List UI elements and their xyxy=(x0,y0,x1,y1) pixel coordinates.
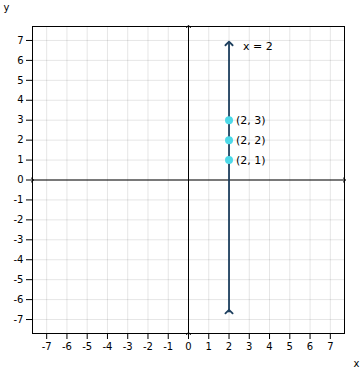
svg-text:-7: -7 xyxy=(14,314,24,325)
svg-text:1: 1 xyxy=(17,154,23,165)
svg-text:-2: -2 xyxy=(143,341,153,352)
svg-text:7: 7 xyxy=(17,35,23,46)
svg-text:-4: -4 xyxy=(102,341,112,352)
svg-text:-1: -1 xyxy=(14,194,24,205)
svg-text:1: 1 xyxy=(206,341,212,352)
svg-text:5: 5 xyxy=(17,75,23,86)
svg-text:6: 6 xyxy=(17,55,23,66)
svg-text:7: 7 xyxy=(327,341,333,352)
svg-text:x: x xyxy=(354,358,360,369)
svg-text:x = 2: x = 2 xyxy=(243,40,273,53)
svg-text:0: 0 xyxy=(185,341,191,352)
svg-text:(2, 3): (2, 3) xyxy=(236,114,266,127)
svg-text:4: 4 xyxy=(17,94,23,105)
svg-text:-3: -3 xyxy=(123,341,133,352)
svg-text:4: 4 xyxy=(266,341,272,352)
svg-text:-2: -2 xyxy=(14,214,24,225)
svg-text:(2, 2): (2, 2) xyxy=(236,134,266,147)
svg-text:-6: -6 xyxy=(14,294,24,305)
svg-text:-4: -4 xyxy=(14,254,24,265)
svg-text:(2, 1): (2, 1) xyxy=(236,154,266,167)
svg-text:-6: -6 xyxy=(62,341,72,352)
svg-text:5: 5 xyxy=(287,341,293,352)
svg-text:0: 0 xyxy=(17,174,23,185)
svg-text:-5: -5 xyxy=(82,341,92,352)
svg-text:-3: -3 xyxy=(14,234,24,245)
svg-text:2: 2 xyxy=(17,134,23,145)
svg-text:6: 6 xyxy=(307,341,313,352)
svg-text:3: 3 xyxy=(17,114,23,125)
svg-text:3: 3 xyxy=(246,341,252,352)
svg-text:2: 2 xyxy=(226,341,232,352)
svg-text:y: y xyxy=(4,2,10,13)
svg-text:-7: -7 xyxy=(42,341,52,352)
svg-text:-5: -5 xyxy=(14,274,24,285)
svg-text:-1: -1 xyxy=(163,341,173,352)
